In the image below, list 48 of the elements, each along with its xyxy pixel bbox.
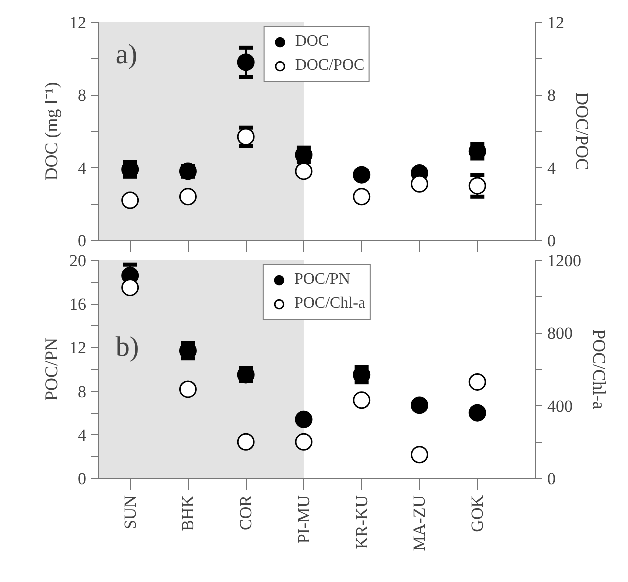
point [353, 166, 371, 184]
annotation: a) [116, 40, 138, 71]
y-tick-label: 8 [78, 382, 86, 402]
y-tick-label: 4 [78, 158, 87, 178]
y2-tick-label: 400 [548, 396, 573, 416]
y-tick-label: 8 [78, 86, 86, 106]
legend-label: DOC/POC [295, 57, 365, 75]
point [237, 54, 255, 72]
x-tick-label: KR-KU [352, 495, 372, 550]
y-axis-title: DOC (mg l⁻¹) [42, 82, 62, 181]
y-tick-label: 12 [70, 338, 86, 358]
legend-label: POC/Chl-a [294, 295, 366, 313]
point [295, 433, 313, 451]
y2-axis-title: POC/Chl-a [590, 329, 610, 410]
y2-tick-label: 4 [548, 158, 556, 178]
y2-tick-label: 1200 [548, 252, 582, 270]
y2-tick-label: 0 [548, 232, 556, 250]
legend-label: POC/PN [294, 271, 350, 289]
point [295, 162, 313, 180]
point [122, 279, 140, 296]
x-tick-label: GOK [468, 494, 488, 532]
point [237, 433, 255, 451]
annotation: b) [116, 332, 140, 364]
y2-tick-label: 8 [548, 86, 556, 106]
x-tick-label: COR [236, 494, 256, 530]
point [179, 380, 197, 398]
y-tick-label: 16 [70, 295, 86, 314]
y2-axis-title: DOC/POC [572, 92, 592, 171]
y-tick-label: 0 [78, 470, 86, 488]
point [295, 410, 313, 428]
point [237, 128, 255, 146]
y2-tick-label: 0 [548, 470, 556, 488]
legend-label: DOC [295, 33, 330, 51]
point [179, 188, 197, 206]
y-tick-label: 0 [78, 232, 86, 250]
y2-tick-label: 800 [548, 324, 573, 344]
x-tick-label: BHK [178, 494, 198, 532]
y-axis-title: POC/PN [42, 338, 62, 402]
x-tick-label: MA-ZU [410, 495, 430, 552]
y-tick-label: 12 [70, 14, 86, 32]
point [122, 192, 140, 210]
x-tick-label: SUN [120, 495, 140, 530]
point [410, 396, 428, 414]
x-tick-label: PI-MU [294, 496, 314, 544]
y-tick-label: 20 [70, 252, 86, 270]
y2-tick-label: 12 [548, 14, 564, 32]
point [468, 404, 486, 422]
y-tick-label: 4 [78, 426, 87, 445]
